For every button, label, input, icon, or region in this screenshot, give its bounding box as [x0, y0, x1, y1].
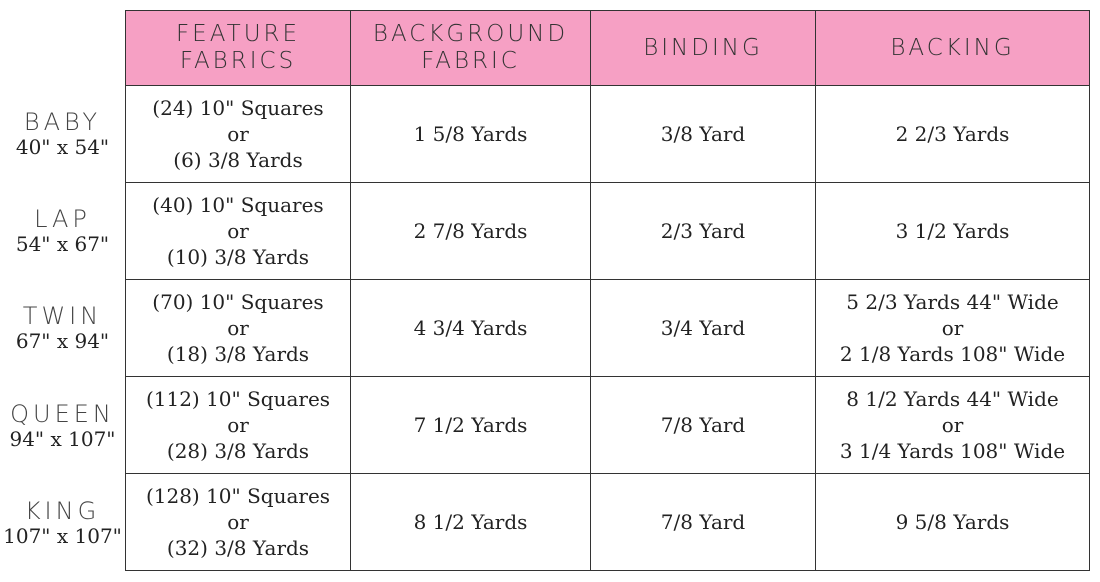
fabric-requirements-table: FEATURE FABRICS BACKGROUND FABRIC BINDING BAC… [125, 10, 1090, 571]
cell-line: or [941, 413, 964, 437]
column-header: BACKGROUND FABRIC [350, 10, 591, 86]
size-name: LAP [34, 205, 91, 234]
cell-line: 3 1/4 Yards 108" Wide [839, 439, 1066, 463]
feature-fabrics-cell: (112) 10" Squares or (28) 3/8 Yards [125, 376, 351, 474]
binding-cell: 3/4 Yard [590, 279, 816, 377]
feature-fabrics-cell: (24) 10" Squares or (6) 3/8 Yards [125, 85, 351, 183]
binding-cell: 3/8 Yard [590, 85, 816, 183]
header-row: FEATURE FABRICS BACKGROUND FABRIC BINDING BAC… [125, 10, 1090, 86]
header-line: BACKING [890, 34, 1015, 61]
size-name: BABY [23, 107, 102, 136]
cell-line: or [227, 219, 249, 243]
backing-cell: 8 1/2 Yards 44" Wide or 3 1/4 Yards 108" W… [815, 376, 1090, 474]
row-label: BABY 40" x 54" [0, 85, 125, 182]
cell-line: (18) 3/8 Yards [166, 342, 310, 366]
size-dimensions: 94" x 107" [9, 426, 116, 451]
size-name: KING [24, 497, 101, 526]
cell-line: (40) 10" Squares [152, 193, 324, 217]
row-label: TWIN 67" x 94" [0, 280, 125, 377]
cell-line: or [227, 122, 249, 146]
background-fabric-cell: 2 7/8 Yards [350, 182, 591, 280]
cell-line: 5 2/3 Yards 44" Wide [846, 290, 1059, 314]
background-fabric-cell: 7 1/2 Yards [350, 376, 591, 474]
background-fabric-cell: 1 5/8 Yards [350, 85, 591, 183]
size-name: QUEEN [10, 399, 115, 428]
feature-fabrics-cell: (128) 10" Squares or (32) 3/8 Yards [125, 473, 351, 571]
header-line: BACKGROUND [372, 21, 569, 47]
backing-cell: 2 2/3 Yards [815, 85, 1090, 183]
background-fabric-cell: 4 3/4 Yards [350, 279, 591, 377]
binding-cell: 2/3 Yard [590, 182, 816, 280]
cell-line: or [941, 316, 964, 340]
feature-fabrics-cell: (40) 10" Squares or (10) 3/8 Yards [125, 182, 351, 280]
header-line: FEATURE [175, 21, 301, 47]
size-dimensions: 40" x 54" [15, 134, 110, 159]
cell-line: (112) 10" Squares [145, 387, 331, 411]
size-name: TWIN [22, 302, 103, 331]
row-label: QUEEN 94" x 107" [0, 377, 125, 474]
cell-line: or [227, 413, 249, 437]
size-dimensions: 67" x 94" [15, 329, 110, 354]
cell-line: (24) 10" Squares [152, 96, 324, 120]
backing-cell: 9 5/8 Yards [815, 473, 1090, 571]
row-label: KING 107" x 107" [0, 475, 125, 572]
row-label: LAP 54" x 67" [0, 182, 125, 279]
background-fabric-cell: 8 1/2 Yards [350, 473, 591, 571]
cell-line: (6) 3/8 Yards [173, 148, 303, 172]
row-labels: BABY 40" x 54" LAP 54" x 67" TWIN 67" x 94" QU… [0, 85, 125, 572]
table-row: (112) 10" Squares or (28) 3/8 Yards 7 1/2 Y… [125, 376, 1090, 474]
cell-line: (32) 3/8 Yards [166, 536, 310, 560]
feature-fabrics-cell: (70) 10" Squares or (18) 3/8 Yards [125, 279, 351, 377]
cell-line: or [227, 316, 249, 340]
backing-cell: 5 2/3 Yards 44" Wide or 2 1/8 Yards 108" W… [815, 279, 1090, 377]
cell-line: 2 1/8 Yards 108" Wide [839, 342, 1066, 366]
cell-line: (28) 3/8 Yards [166, 439, 310, 463]
column-header: BACKING [815, 10, 1090, 86]
cell-line: (70) 10" Squares [152, 290, 324, 314]
column-header: FEATURE FABRICS [125, 10, 351, 86]
column-header: BINDING [590, 10, 816, 86]
table-row: (24) 10" Squares or (6) 3/8 Yards 1 5/8 Yar… [125, 85, 1090, 183]
cell-line: 9 5/8 Yards [895, 510, 1010, 534]
backing-cell: 3 1/2 Yards [815, 182, 1090, 280]
cell-line: 2 2/3 Yards [895, 122, 1010, 146]
binding-cell: 7/8 Yard [590, 376, 816, 474]
table-row: (128) 10" Squares or (32) 3/8 Yards 8 1/2 Y… [125, 473, 1090, 571]
cell-line: (128) 10" Squares [145, 484, 331, 508]
table-row: (40) 10" Squares or (10) 3/8 Yards 2 7/8 Ya… [125, 182, 1090, 280]
header-line: FABRIC [421, 48, 520, 74]
cell-line: (10) 3/8 Yards [166, 245, 310, 269]
size-dimensions: 107" x 107" [3, 524, 122, 549]
cell-line: 3 1/2 Yards [895, 219, 1010, 243]
binding-cell: 7/8 Yard [590, 473, 816, 571]
header-line: BINDING [643, 34, 763, 61]
cell-line: 8 1/2 Yards 44" Wide [846, 387, 1059, 411]
table-row: (70) 10" Squares or (18) 3/8 Yards 4 3/4 Ya… [125, 279, 1090, 377]
size-dimensions: 54" x 67" [15, 232, 110, 257]
header-line: FABRICS [179, 48, 297, 74]
cell-line: or [227, 510, 249, 534]
